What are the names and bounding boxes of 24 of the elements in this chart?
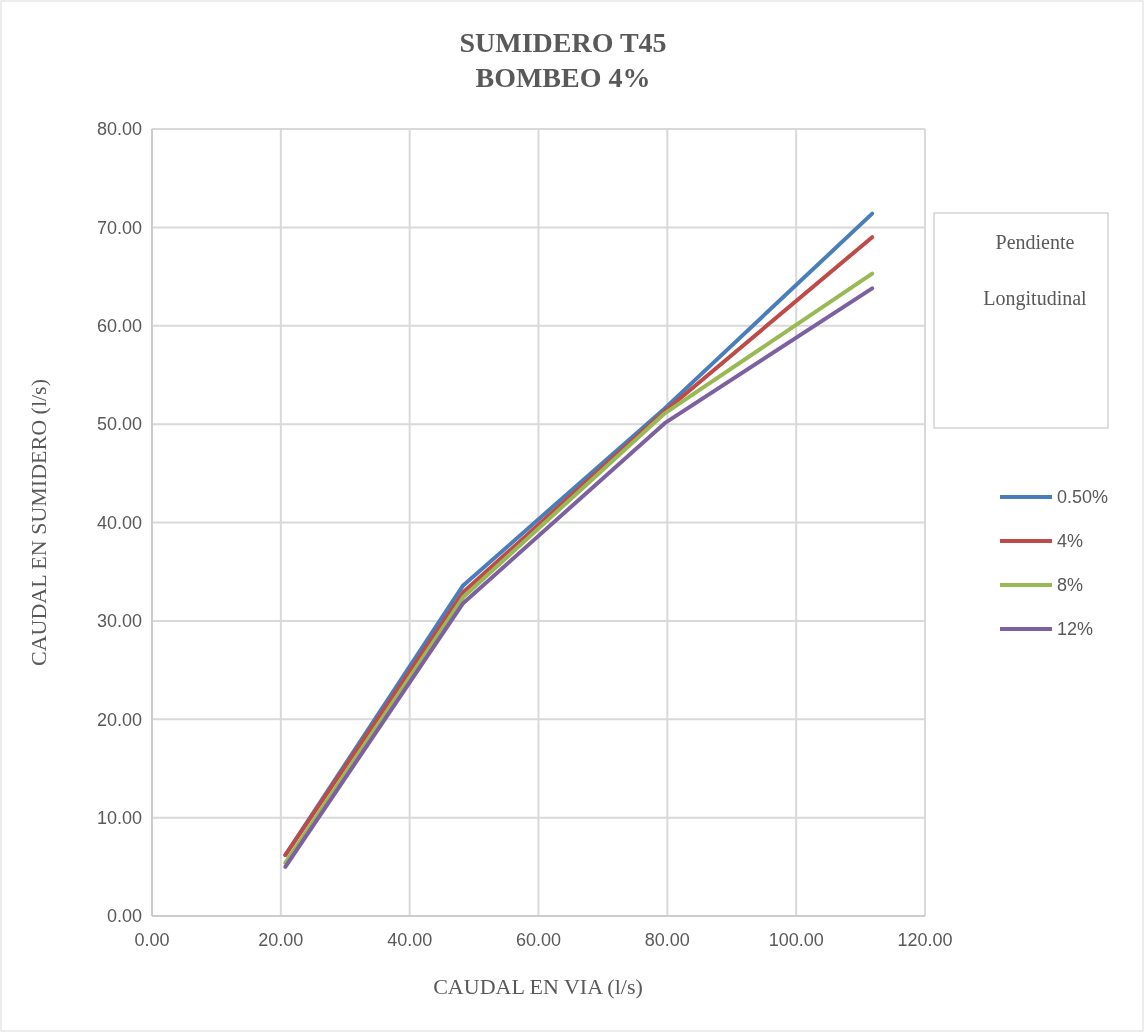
x-tick-label: 80.00 bbox=[644, 930, 690, 950]
y-tick-label: 20.00 bbox=[96, 709, 142, 730]
y-tick-label: 50.00 bbox=[96, 414, 142, 435]
legend-label: 0.50% bbox=[1057, 487, 1109, 508]
x-tick-label: 0.00 bbox=[134, 930, 170, 950]
y-axis-title: CAUDAL EN SUMIDERO (l/s) bbox=[26, 378, 51, 667]
text: Pendiente Longitudinal bbox=[983, 231, 1087, 309]
x-tick-label: 20.00 bbox=[258, 930, 304, 950]
chart-title: SUMIDERO T45 BOMBEO 4% bbox=[459, 27, 667, 93]
x-axis-title: CAUDAL EN VIA (l/s) bbox=[433, 974, 643, 999]
x-tick-label: 120.00 bbox=[897, 930, 953, 950]
legend-label: 12% bbox=[1057, 619, 1094, 640]
x-tick-label: 100.00 bbox=[768, 930, 824, 950]
y-tick-label: 40.00 bbox=[96, 512, 142, 533]
y-tick-label: 0.00 bbox=[106, 906, 142, 927]
y-tick-label: 80.00 bbox=[96, 119, 142, 140]
y-tick-label: 60.00 bbox=[96, 316, 142, 337]
y-tick-label: 30.00 bbox=[96, 611, 142, 632]
x-tick-label: 60.00 bbox=[515, 930, 562, 950]
legend-label: 4% bbox=[1057, 531, 1084, 552]
y-tick-label: 10.00 bbox=[96, 807, 142, 828]
y-tick-label: 70.00 bbox=[96, 217, 142, 238]
x-tick-label: 40.00 bbox=[387, 930, 433, 950]
legend-label: 8% bbox=[1057, 575, 1084, 596]
